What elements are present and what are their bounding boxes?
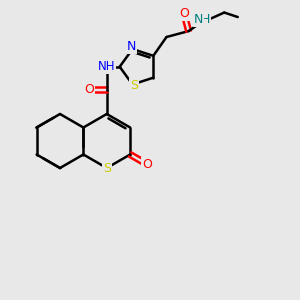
Text: N: N (126, 40, 136, 53)
Text: O: O (84, 83, 94, 96)
Text: NH: NH (98, 60, 116, 73)
Text: N: N (194, 13, 203, 26)
Text: S: S (130, 79, 138, 92)
Text: O: O (179, 7, 189, 20)
Text: H: H (200, 13, 210, 26)
Text: S: S (103, 161, 111, 175)
Text: O: O (142, 158, 152, 171)
